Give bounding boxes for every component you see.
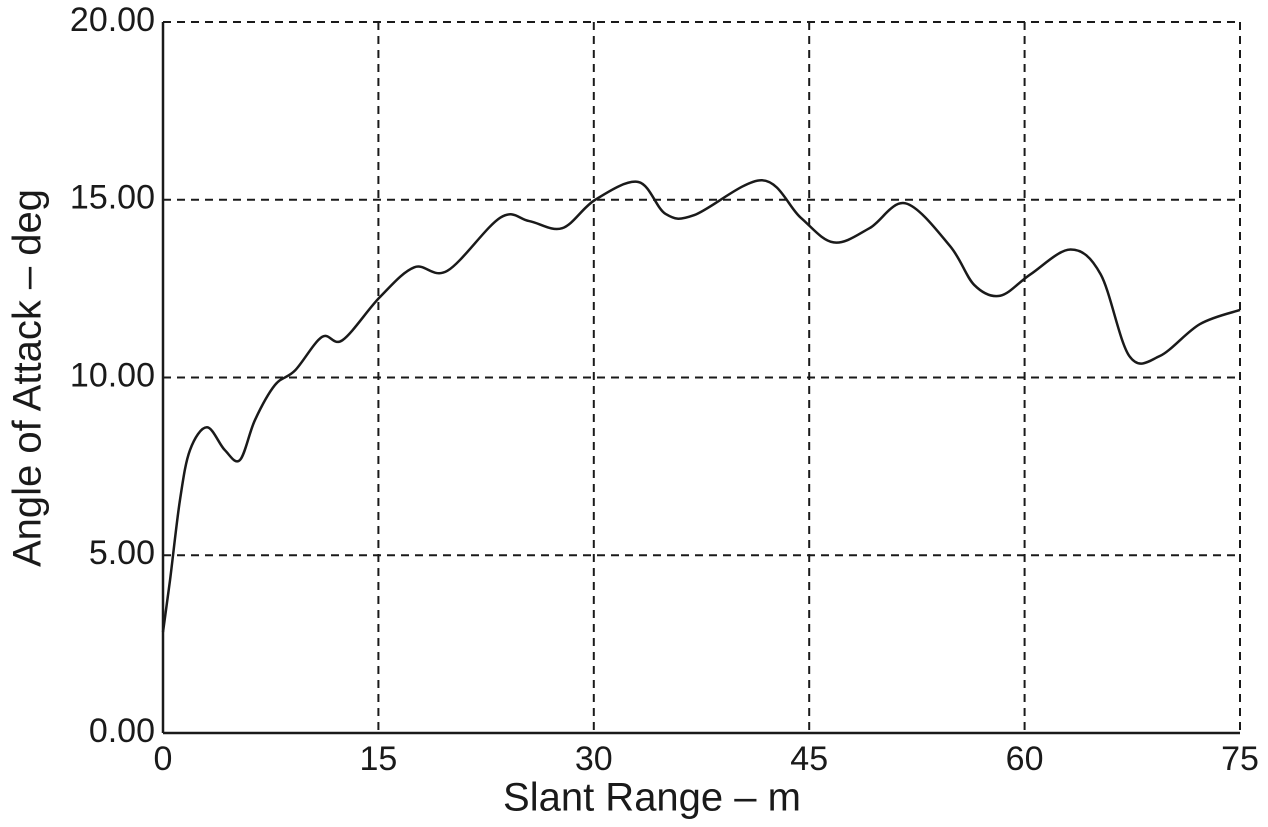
x-tick-label: 30: [575, 740, 613, 778]
x-tick-label: 60: [1006, 740, 1044, 778]
x-axis-title: Slant Range – m: [503, 776, 801, 820]
y-tick-label: 5.00: [89, 534, 155, 572]
x-tick-label: 15: [359, 740, 397, 778]
data-line: [161, 178, 1241, 633]
x-tick-label: 75: [1221, 740, 1259, 778]
y-tick-label: 20.00: [70, 1, 155, 39]
y-tick-label: 0.00: [89, 712, 155, 750]
y-tick-label: 10.00: [70, 356, 155, 394]
x-tick-label: 0: [154, 740, 173, 778]
y-axis-title: Angle of Attack – deg: [6, 189, 50, 567]
x-tick-label: 45: [790, 740, 828, 778]
y-tick-label: 15.00: [70, 179, 155, 217]
